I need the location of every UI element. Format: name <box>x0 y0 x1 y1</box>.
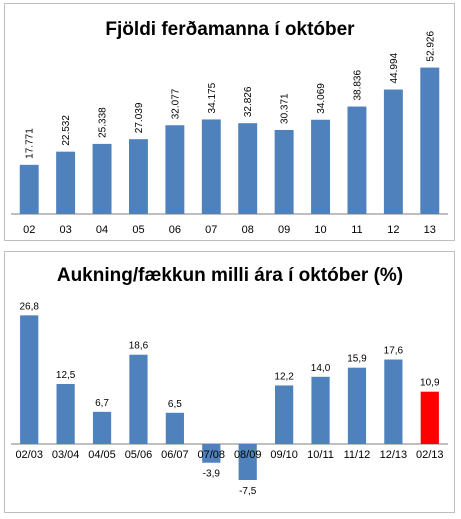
data-label: 12,2 <box>274 371 294 382</box>
x-tick-label: 03 <box>60 224 72 236</box>
bar <box>128 139 148 214</box>
bar <box>275 385 294 444</box>
data-label: 32.077 <box>170 88 181 119</box>
bar <box>92 411 112 444</box>
x-tick-label: 08/09 <box>234 449 262 461</box>
x-tick-label: 12 <box>387 224 399 236</box>
x-tick-label: 02/03 <box>15 449 43 461</box>
chart-title: Fjöldi ferðamanna í október <box>105 19 355 40</box>
data-label: 22.532 <box>61 115 72 146</box>
data-label: 6,5 <box>168 399 182 410</box>
x-tick-label: 05/06 <box>125 449 153 461</box>
data-label: 14,0 <box>311 363 331 374</box>
bar <box>420 391 439 444</box>
x-tick-label: 07 <box>205 224 217 236</box>
visitors-chart: Fjöldi ferðamanna í október 17.771 02 22.5… <box>11 19 448 236</box>
visitors-chart-panel: Fjöldi ferðamanna í október 17.771 02 22.5… <box>4 3 455 241</box>
x-tick-label: 04 <box>96 224 108 236</box>
data-label: 15,9 <box>347 354 367 365</box>
data-label: 26,8 <box>19 301 39 312</box>
x-tick-label: 03/04 <box>52 449 80 461</box>
data-label: -7,5 <box>239 486 257 497</box>
bar <box>19 164 39 214</box>
bar <box>420 67 440 214</box>
x-tick-label: 11/12 <box>344 449 371 461</box>
data-label: 30.371 <box>280 93 291 124</box>
data-label: 32.826 <box>243 86 254 117</box>
data-label: 34.069 <box>316 83 327 114</box>
bar <box>238 444 257 480</box>
bar <box>56 151 76 214</box>
x-tick-label: 10/11 <box>307 449 334 461</box>
data-label: 34.175 <box>207 82 218 113</box>
bar <box>92 143 112 214</box>
chart-title: Aukning/fækkun milli ára í október (%) <box>57 265 403 286</box>
data-label: 12,5 <box>56 370 76 381</box>
x-tick-label: 11 <box>351 224 362 236</box>
bar <box>383 89 403 214</box>
change-chart-panel: Aukning/fækkun milli ára í október (%) 2… <box>4 251 455 513</box>
bar <box>201 119 221 214</box>
x-tick-label: 06 <box>169 224 181 236</box>
x-tick-label: 02 <box>23 224 35 236</box>
bar <box>56 384 75 444</box>
x-tick-label: 04/05 <box>88 449 116 461</box>
data-label: 18,6 <box>129 341 149 352</box>
data-label: 44.994 <box>389 52 400 83</box>
bar <box>311 119 331 214</box>
bar <box>202 444 221 463</box>
x-tick-label: 10 <box>314 224 326 236</box>
data-label: 17.771 <box>25 128 36 159</box>
change-chart: Aukning/fækkun milli ára í október (%) 2… <box>11 265 448 497</box>
bar <box>20 315 39 444</box>
bar <box>384 359 403 444</box>
data-label: 10,9 <box>420 378 440 389</box>
data-label: 38.836 <box>352 70 363 101</box>
x-tick-label: 08 <box>242 224 254 236</box>
data-label: 25.338 <box>98 107 109 138</box>
bar <box>165 125 185 214</box>
bar <box>311 376 330 444</box>
bar <box>347 106 367 214</box>
bar <box>165 412 184 444</box>
x-tick-label: 02/13 <box>416 449 444 461</box>
bar <box>347 367 367 444</box>
x-tick-label: 13 <box>424 224 436 236</box>
data-label: 27.039 <box>134 102 145 133</box>
x-tick-label: 06/07 <box>161 449 189 461</box>
bar <box>274 129 294 214</box>
data-label: 17,6 <box>384 346 404 357</box>
bar <box>129 354 148 444</box>
x-tick-label: 07/08 <box>198 449 226 461</box>
x-tick-label: 12/13 <box>380 449 408 461</box>
x-tick-label: 05 <box>132 224 144 236</box>
data-label: 52.926 <box>425 31 436 62</box>
x-tick-label: 09 <box>278 224 290 236</box>
bar <box>238 123 258 214</box>
x-tick-label: 09/10 <box>270 449 298 461</box>
data-label: -3,9 <box>203 469 221 480</box>
data-label: 6,7 <box>95 398 109 409</box>
